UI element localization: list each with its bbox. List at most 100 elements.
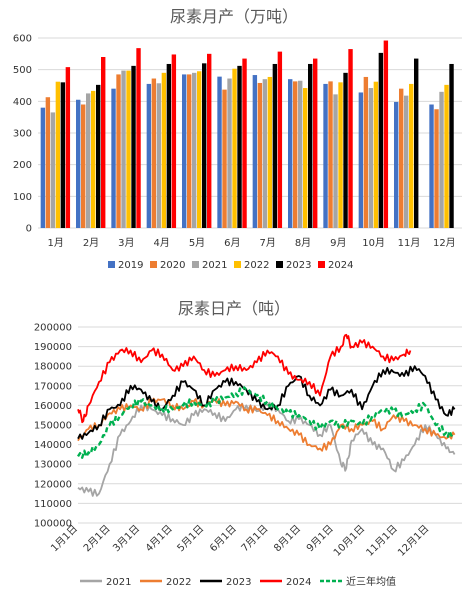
y-tick-label: 140000 xyxy=(34,440,72,451)
y-tick-label: 160000 xyxy=(34,401,72,412)
bar xyxy=(429,104,434,228)
series-line xyxy=(76,386,455,459)
bar xyxy=(116,74,121,229)
bar xyxy=(313,58,318,229)
bar xyxy=(136,48,141,229)
monthly-gridlines xyxy=(38,37,462,229)
bar xyxy=(111,88,116,229)
bar xyxy=(45,97,51,228)
bar xyxy=(257,82,263,228)
bar xyxy=(65,67,71,228)
bar xyxy=(151,78,157,229)
bar xyxy=(439,91,444,228)
monthly-y-ticks: 0 100 200 300 400 500 600 xyxy=(13,34,32,235)
x-tick-label: 6月1日 xyxy=(207,523,239,555)
legend-swatch xyxy=(234,261,241,268)
legend-swatch xyxy=(276,261,283,268)
bar xyxy=(378,52,384,229)
y-tick-label: 400 xyxy=(13,97,32,108)
y-tick-label: 100 xyxy=(13,192,32,203)
x-tick-label: 6月 xyxy=(224,237,240,249)
legend-label: 近三年均值 xyxy=(346,575,396,588)
bar xyxy=(121,70,126,228)
series-line xyxy=(77,365,456,440)
x-tick-label: 10月 xyxy=(362,237,385,249)
y-tick-label: 500 xyxy=(13,65,32,76)
legend-label: 2024 xyxy=(328,260,353,271)
x-tick-label: 8月1日 xyxy=(272,523,304,555)
y-tick-label: 190000 xyxy=(34,342,72,353)
legend-swatch xyxy=(192,261,199,268)
bar xyxy=(368,88,374,229)
bar xyxy=(333,94,338,228)
bar xyxy=(262,79,268,229)
bar xyxy=(399,88,404,229)
x-tick-label: 8月 xyxy=(295,237,311,249)
x-tick-label: 11月 xyxy=(398,237,421,249)
bar xyxy=(171,54,177,228)
bar xyxy=(187,74,192,229)
y-tick-label: 150000 xyxy=(34,421,72,432)
x-tick-label: 5月 xyxy=(189,237,205,249)
x-tick-label: 2月 xyxy=(83,237,99,249)
bar xyxy=(328,81,333,228)
y-tick-label: 600 xyxy=(13,34,32,45)
bar xyxy=(227,78,232,229)
x-tick-label: 9月1日 xyxy=(304,523,336,555)
legend-label: 2022 xyxy=(166,577,191,588)
x-tick-label: 9月 xyxy=(330,237,346,249)
x-tick-label: 4月1日 xyxy=(143,523,175,555)
bar xyxy=(86,93,91,229)
monthly-bars xyxy=(40,40,454,229)
bar xyxy=(40,107,46,228)
x-tick-label: 2月1日 xyxy=(81,523,113,555)
bar xyxy=(182,74,187,229)
bar xyxy=(50,112,56,228)
daily-chart-title: 尿素日产（吨） xyxy=(178,299,290,318)
y-tick-label: 120000 xyxy=(34,479,72,490)
bar xyxy=(207,53,212,229)
bar xyxy=(192,72,197,228)
y-tick-label: 200000 xyxy=(34,323,72,334)
y-tick-label: 0 xyxy=(26,224,32,235)
bar xyxy=(96,84,101,228)
legend-label: 2022 xyxy=(244,260,269,271)
monthly-x-ticks: 1月 2月 3月 4月 5月 6月 7月 8月 9月 10月 11月 12月 xyxy=(47,237,455,249)
daily-legend: 2021 2022 2023 2024 近三年均值 xyxy=(80,575,396,588)
y-tick-label: 200 xyxy=(13,160,32,171)
bar xyxy=(383,40,389,229)
y-tick-label: 130000 xyxy=(34,460,72,471)
legend-swatch xyxy=(318,261,325,268)
legend-label: 2021 xyxy=(106,577,131,588)
bar xyxy=(272,63,278,228)
x-tick-label: 10月1日 xyxy=(331,523,367,559)
bar xyxy=(156,83,162,229)
bar xyxy=(91,90,96,228)
legend-label: 2024 xyxy=(286,577,311,588)
bar xyxy=(298,80,303,228)
x-tick-label: 7月 xyxy=(259,237,275,249)
bar xyxy=(434,109,439,228)
bar xyxy=(373,81,379,228)
x-tick-label: 12月 xyxy=(433,237,456,249)
bar xyxy=(222,89,227,228)
legend-label: 2021 xyxy=(202,260,227,271)
monthly-chart-title: 尿素月产（万吨） xyxy=(170,7,298,26)
x-tick-label: 11月1日 xyxy=(364,523,400,559)
bar xyxy=(444,84,449,228)
bar xyxy=(146,83,152,229)
bar xyxy=(237,65,242,228)
bar xyxy=(394,101,399,228)
x-tick-label: 12月1日 xyxy=(395,523,431,559)
legend-label: 2023 xyxy=(286,260,311,271)
bar xyxy=(202,63,207,229)
y-tick-label: 170000 xyxy=(34,381,72,392)
bar xyxy=(217,76,222,228)
bar xyxy=(414,58,419,229)
bar xyxy=(166,63,172,228)
legend-label: 2019 xyxy=(118,260,143,271)
x-tick-label: 1月 xyxy=(47,237,63,249)
bar xyxy=(131,65,136,228)
